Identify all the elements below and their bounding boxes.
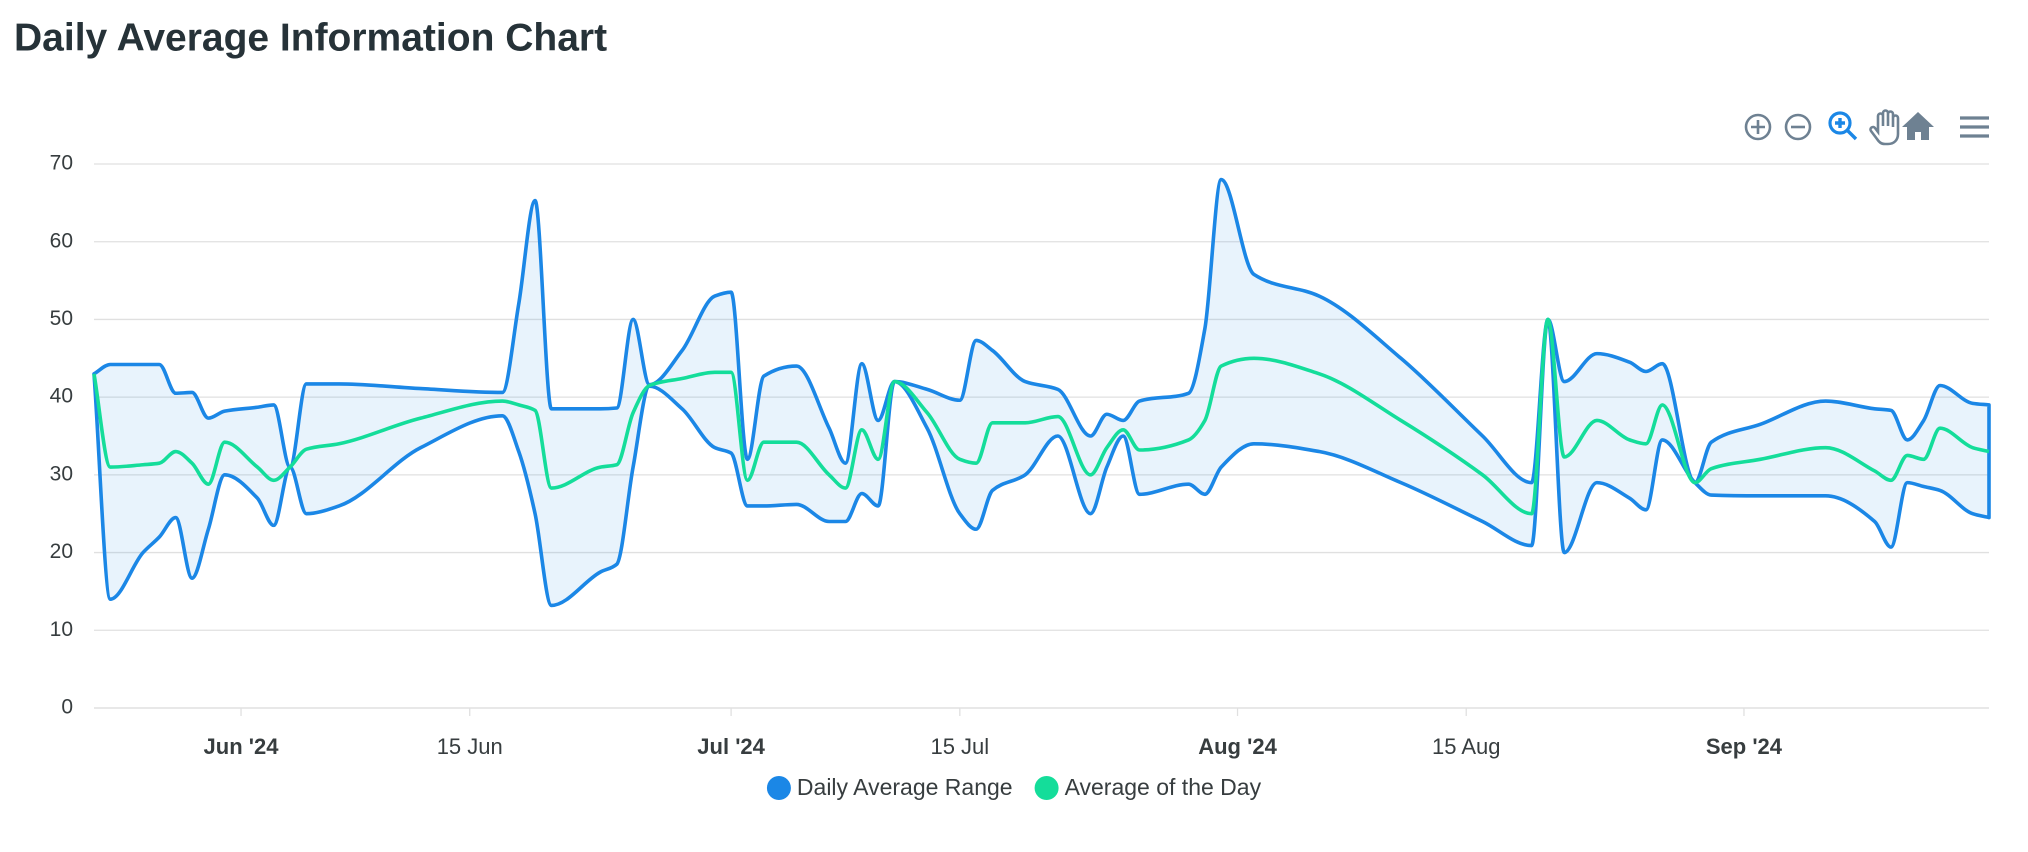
zoom-in-button[interactable]	[1744, 113, 1772, 141]
selection-zoom-button[interactable]	[1828, 111, 1858, 141]
menu-button[interactable]	[1960, 116, 1989, 138]
y-tick-label: 70	[50, 152, 73, 175]
y-tick-label: 40	[50, 385, 73, 408]
reset-button[interactable]	[1902, 112, 1934, 140]
y-tick-label: 30	[50, 462, 73, 485]
pan-button[interactable]	[1869, 109, 1900, 146]
x-tick-label: 15 Jul	[930, 734, 989, 759]
legend-marker	[766, 776, 791, 800]
chart-title: Daily Average Information Chart	[14, 16, 607, 59]
y-tick-label: 10	[50, 618, 73, 641]
average-line	[92, 317, 1990, 516]
zoom-out-button[interactable]	[1784, 113, 1812, 141]
y-tick-label: 60	[50, 229, 73, 252]
x-tick-label: Aug '24	[1198, 734, 1277, 759]
y-tick-label: 50	[50, 307, 73, 330]
x-tick-label: 15 Jun	[437, 734, 503, 759]
toolbar	[1744, 109, 1989, 146]
legend-marker	[1034, 776, 1059, 800]
range-area	[92, 177, 1991, 608]
legend-label: Daily Average Range	[797, 774, 1013, 800]
x-tick-label: 15 Aug	[1432, 734, 1501, 759]
x-tick-label: Sep '24	[1706, 734, 1783, 759]
legend: Daily Average Range Average of the Day	[766, 774, 1262, 800]
legend-label: Average of the Day	[1065, 774, 1262, 800]
y-tick-label: 20	[50, 540, 73, 563]
legend-item: Daily Average Range	[766, 774, 1013, 800]
x-tick-label: Jul '24	[697, 734, 765, 759]
y-tick-label: 0	[61, 696, 73, 719]
legend-item: Average of the Day	[1034, 774, 1262, 800]
x-tick-label: Jun '24	[204, 734, 280, 759]
